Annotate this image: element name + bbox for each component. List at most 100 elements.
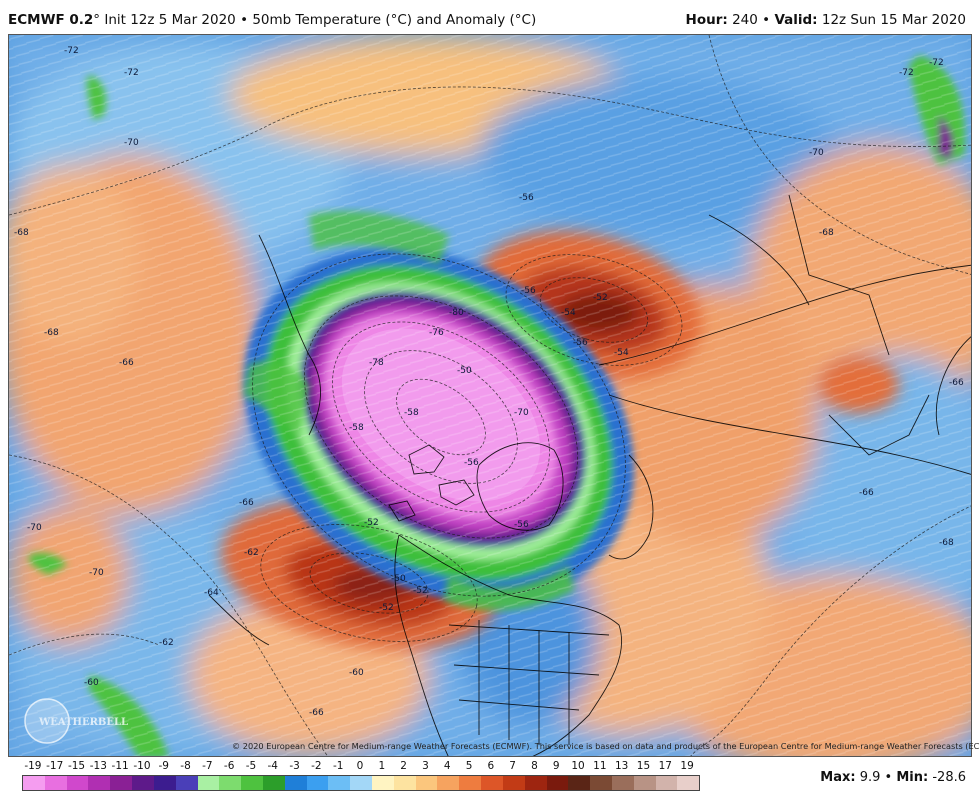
legend-tick-label: -4 — [267, 760, 279, 772]
legend-swatch — [633, 776, 656, 790]
legend-swatch — [88, 776, 111, 790]
contour-label: -68 — [14, 228, 29, 238]
header-bullet: • — [240, 12, 249, 28]
min-label: Min: — [896, 770, 929, 785]
legend-swatch — [132, 776, 154, 790]
legend-swatch — [110, 776, 133, 790]
legend-tick-label: 8 — [531, 760, 538, 772]
header-left: ECMWF 0.2° Init 12z 5 Mar 2020 • 50mb Te… — [8, 12, 536, 28]
contour-label: -56 — [521, 286, 536, 296]
contour-label: -54 — [614, 348, 629, 358]
valid-value: 12z Sun 15 Mar 2020 — [821, 12, 966, 28]
legend-swatch — [44, 776, 67, 790]
legend-tick-label: 6 — [487, 760, 495, 772]
legend-swatch — [175, 776, 198, 790]
field-texture — [9, 35, 971, 756]
legend-tick-label: 5 — [465, 760, 473, 772]
contour-label: -66 — [859, 488, 874, 498]
legend-swatch — [459, 776, 482, 790]
logo-text: WEATHERBELL — [38, 717, 128, 728]
legend-tick-label: -2 — [311, 760, 322, 772]
hour-label: Hour: — [685, 12, 728, 28]
header-right: Hour: 240 • Valid: 12z Sun 15 Mar 2020 — [686, 12, 966, 28]
contour-label: -70 — [89, 568, 104, 578]
legend-swatch — [219, 776, 242, 790]
contour-label: -52 — [593, 293, 608, 303]
legend-tick-label: 13 — [614, 760, 629, 772]
legend-swatch — [66, 776, 89, 790]
contour-label: -72 — [929, 58, 944, 68]
legend-swatch — [568, 776, 591, 790]
contour-label: -66 — [239, 498, 254, 508]
contour-label: -70 — [124, 138, 139, 148]
legend-tick-label: 1 — [378, 760, 386, 772]
legend-tick-label: -11 — [111, 760, 129, 772]
contour-label: -72 — [64, 46, 79, 56]
contour-label: -68 — [819, 228, 834, 238]
contour-label: -60 — [84, 678, 99, 688]
contour-label: -50 — [457, 366, 472, 376]
legend-swatch — [524, 776, 547, 790]
legend-tick-label: -7 — [202, 760, 213, 772]
contour-label: -80 — [449, 308, 464, 318]
contour-label: -58 — [349, 423, 364, 433]
legend-tick-label: -8 — [180, 760, 191, 772]
contour-label: -68 — [939, 538, 954, 548]
color-legend: -19 -17 -15 -13 -11 -10 -9 -8 -7 -6 -5 -4 -3 -2 -1 0 1 2 3… — [22, 760, 700, 800]
legend-tick-label: -3 — [289, 760, 300, 772]
legend-tick-label: -5 — [245, 760, 257, 772]
legend-swatch — [655, 776, 678, 790]
max-label: Max: — [820, 770, 856, 785]
hour-value: 240 — [732, 12, 758, 28]
contour-label: -72 — [124, 68, 139, 78]
legend-tick-label: 7 — [509, 760, 516, 772]
legend-swatch — [23, 776, 45, 790]
stats-separator: • — [884, 770, 893, 785]
legend-tick-label: -17 — [46, 760, 64, 772]
coastlines — [208, 194, 971, 756]
legend-swatch — [677, 776, 700, 790]
contour-label: -64 — [204, 588, 219, 598]
contour-label: -62 — [244, 548, 259, 558]
legend-swatch — [197, 776, 220, 790]
contour-label: -60 — [349, 668, 364, 678]
contour-label: -72 — [899, 68, 914, 78]
contour-label: -56 — [573, 338, 588, 348]
legend-swatch — [481, 776, 503, 790]
legend-labels: -19 -17 -15 -13 -11 -10 -9 -8 -7 -6 -5 -4 -3 -2 -1 0 1 2 3… — [22, 760, 700, 774]
min-value: -28.6 — [932, 770, 966, 785]
legend-tick-label: 19 — [680, 760, 694, 772]
legend-tick-label: 17 — [658, 760, 672, 772]
legend-swatch — [393, 776, 416, 790]
contour-label: -76 — [429, 328, 444, 338]
legend-swatch — [241, 776, 263, 790]
contour-label: -56 — [519, 193, 534, 203]
init-time: Init 12z 5 Mar 2020 — [104, 12, 236, 28]
legend-tick-label: 9 — [552, 760, 560, 772]
map-canvas: -72 -72 -72 -72 -70 -70 -70 -70 -68 -68 … — [9, 35, 971, 756]
header-bullet-right: • — [762, 12, 771, 28]
legend-colorbar — [22, 775, 700, 791]
legend-swatch — [546, 776, 569, 790]
contour-label: -70 — [809, 148, 824, 158]
legend-tick-label: -13 — [89, 760, 107, 772]
legend-tick-label: 15 — [636, 760, 651, 772]
legend-swatch — [284, 776, 307, 790]
contour-label: -52 — [379, 603, 394, 613]
contour-label: -54 — [561, 308, 576, 318]
legend-tick-label: 4 — [443, 760, 451, 772]
contour-label: -66 — [309, 708, 324, 718]
contour-label: -52 — [413, 586, 428, 596]
legend-swatch — [437, 776, 460, 790]
legend-swatch — [306, 776, 329, 790]
isotherm-contours — [9, 35, 971, 756]
legend-swatch — [611, 776, 634, 790]
contour-label: -70 — [27, 523, 42, 533]
map-header: ECMWF 0.2° Init 12z 5 Mar 2020 • 50mb Te… — [0, 0, 980, 34]
degree-symbol: ° — [93, 12, 101, 28]
contour-label: -62 — [159, 638, 174, 648]
max-value: 9.9 — [859, 770, 881, 785]
legend-tick-label: -15 — [67, 760, 86, 772]
legend-tick-label: 11 — [593, 760, 607, 772]
weatherbell-logo: WEATHERBELL — [24, 698, 128, 744]
